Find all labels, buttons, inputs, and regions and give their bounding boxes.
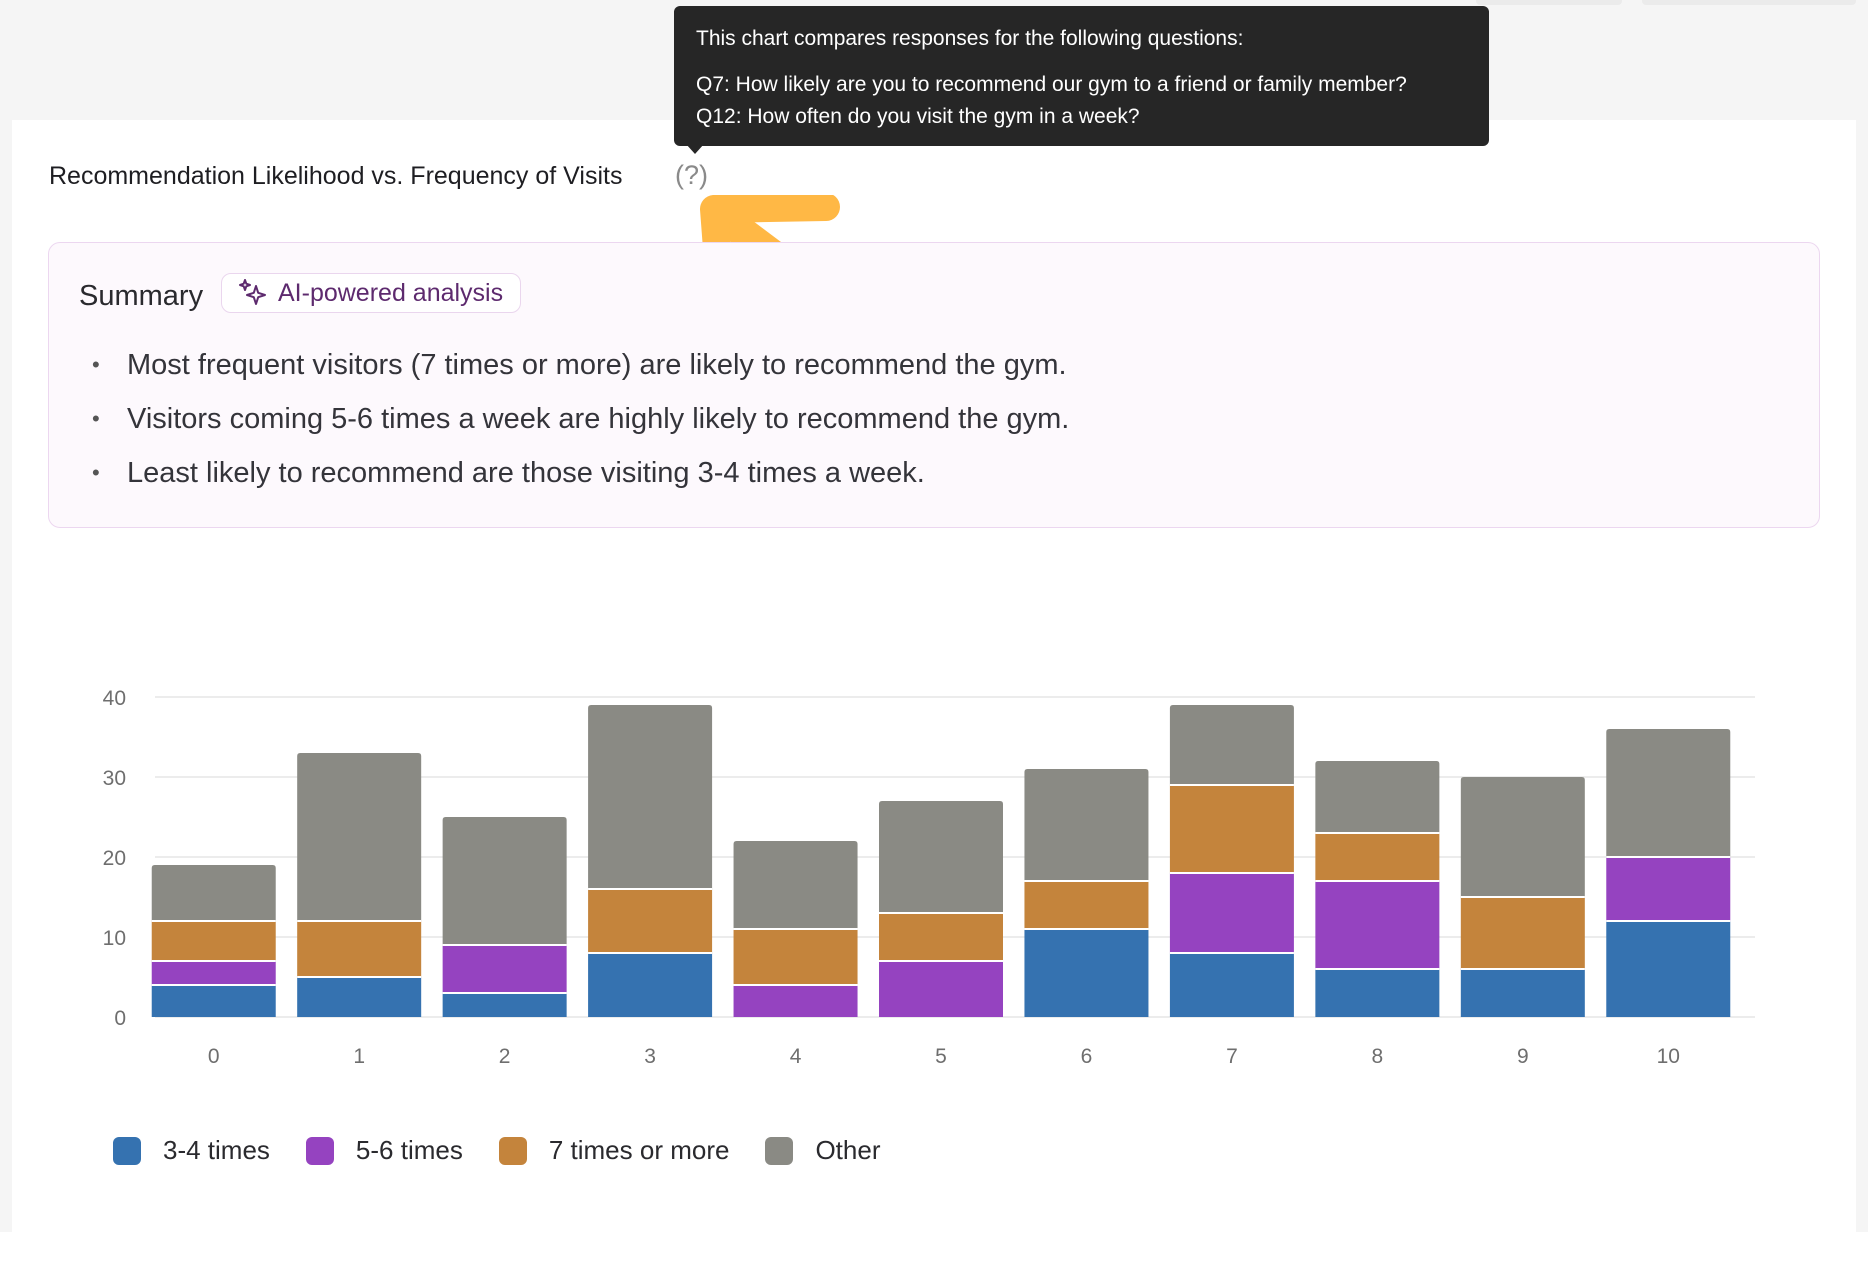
legend-item-3-4-times[interactable]: 3-4 times — [113, 1135, 270, 1166]
stacked-bar-chart: 0 10 20 30 40 0 1 2 3 4 5 6 7 8 9 10 — [103, 687, 1755, 1068]
ai-badge-label: AI-powered analysis — [278, 278, 504, 307]
bar-segment-3-4-times[interactable] — [442, 993, 567, 1017]
x-tick-label: 4 — [790, 1045, 802, 1068]
bar-segment-other[interactable] — [297, 753, 422, 921]
bar-segment-3-4-times[interactable] — [1024, 929, 1149, 1017]
legend-swatch — [113, 1136, 141, 1165]
legend-item-other[interactable]: Other — [765, 1135, 880, 1166]
y-tick-label: 20 — [103, 847, 126, 870]
x-tick-label: 9 — [1517, 1045, 1529, 1068]
sparkle-icon — [239, 279, 266, 305]
bar-segment-5-6-times[interactable] — [1169, 873, 1294, 953]
bar-segment-3-4-times[interactable] — [1606, 921, 1731, 1017]
bar-segment-other[interactable] — [1606, 729, 1731, 857]
bar-segment-3-4-times[interactable] — [1315, 969, 1440, 1017]
tooltip-intro: This chart compares responses for the fo… — [696, 27, 1244, 50]
legend-label: 7 times or more — [548, 1135, 730, 1165]
bar-segment-other[interactable] — [1169, 705, 1294, 785]
bar-segment-5-6-times[interactable] — [1606, 857, 1731, 921]
chart-title: Recommendation Likelihood vs. Frequency … — [49, 162, 623, 190]
bar-segment-other[interactable] — [879, 801, 1003, 913]
summary-bullet: • Least likely to recommend are those vi… — [92, 446, 1069, 500]
summary-bullet-list: • Most frequent visitors (7 times or mor… — [92, 338, 1069, 500]
bar-segment-7-times-or-more[interactable] — [297, 921, 422, 977]
bar-segment-other[interactable] — [733, 841, 858, 929]
x-tick-label: 6 — [1081, 1045, 1093, 1068]
x-tick-label: 10 — [1657, 1045, 1680, 1068]
bar-segment-5-6-times[interactable] — [151, 961, 276, 985]
x-tick-label: 8 — [1372, 1045, 1384, 1068]
bar-segment-3-4-times[interactable] — [297, 977, 422, 1017]
x-tick-label: 7 — [1226, 1045, 1238, 1068]
chart-legend: 3-4 times 5-6 times 7 times or more Other — [113, 1135, 916, 1166]
bullet-dot-icon: • — [92, 460, 100, 485]
bar-segment-other[interactable] — [588, 705, 713, 889]
bullet-dot-icon: • — [92, 406, 100, 431]
summary-bullet: • Visitors coming 5-6 times a week are h… — [92, 392, 1069, 446]
summary-bullet-text: Most frequent visitors (7 times or more)… — [127, 348, 1067, 381]
legend-item-7-times-or-more[interactable]: 7 times or more — [498, 1135, 730, 1166]
y-tick-label: 10 — [103, 927, 126, 950]
bar-segment-5-6-times[interactable] — [1315, 881, 1440, 969]
x-tick-label: 2 — [499, 1045, 511, 1068]
bar-segment-5-6-times[interactable] — [442, 945, 567, 993]
bar-segment-3-4-times[interactable] — [1169, 953, 1294, 1017]
summary-bullet-text: Visitors coming 5-6 times a week are hig… — [127, 402, 1070, 435]
bar-segment-other[interactable] — [1024, 769, 1149, 881]
question-mark-icon[interactable]: (?) — [675, 160, 708, 190]
summary-title: Summary — [79, 280, 204, 312]
page-right-gutter — [1856, 120, 1868, 1232]
bar-segment-7-times-or-more[interactable] — [151, 921, 276, 961]
y-tick-label: 40 — [103, 687, 126, 710]
legend-swatch — [498, 1136, 527, 1165]
bar-segment-5-6-times[interactable] — [733, 985, 858, 1017]
bar-segment-3-4-times[interactable] — [588, 953, 713, 1017]
y-tick-label: 30 — [103, 767, 126, 790]
legend-swatch — [305, 1136, 334, 1165]
header-tab-right-1 — [1476, 0, 1622, 5]
header-tab-right-2 — [1642, 0, 1856, 5]
tooltip-question-12: Q12: How often do you visit the gym in a… — [696, 105, 1140, 128]
x-tick-label: 3 — [644, 1045, 656, 1068]
bar-segment-3-4-times[interactable] — [151, 985, 276, 1017]
x-tick-label: 5 — [935, 1045, 947, 1068]
ai-analysis-badge: AI-powered analysis — [221, 273, 522, 313]
bar-segment-7-times-or-more[interactable] — [879, 913, 1003, 961]
bar-segment-other[interactable] — [442, 817, 567, 945]
summary-bullet: • Most frequent visitors (7 times or mor… — [92, 338, 1069, 392]
tooltip-question-7: Q7: How likely are you to recommend our … — [696, 73, 1407, 96]
summary-bullet-text: Least likely to recommend are those visi… — [127, 456, 925, 489]
bar-segment-other[interactable] — [151, 865, 276, 921]
bar-segment-5-6-times[interactable] — [879, 961, 1003, 1017]
bar-segment-3-4-times[interactable] — [1460, 969, 1585, 1017]
legend-item-5-6-times[interactable]: 5-6 times — [305, 1135, 463, 1166]
bar-segment-7-times-or-more[interactable] — [1169, 785, 1294, 873]
tooltip-caret — [686, 144, 704, 154]
page-left-gutter — [0, 120, 12, 1232]
bar-segment-7-times-or-more[interactable] — [1315, 833, 1440, 881]
legend-label: 5-6 times — [355, 1135, 463, 1165]
bar-segment-other[interactable] — [1315, 761, 1440, 833]
help-tooltip: This chart compares responses for the fo… — [674, 6, 1489, 146]
bar-segment-other[interactable] — [1460, 777, 1585, 897]
bar-segment-7-times-or-more[interactable] — [1024, 881, 1149, 929]
x-tick-label: 1 — [353, 1045, 365, 1068]
bar-segment-7-times-or-more[interactable] — [588, 889, 713, 953]
legend-label: Other — [815, 1135, 881, 1165]
y-tick-label: 0 — [114, 1007, 126, 1030]
legend-label: 3-4 times — [163, 1135, 270, 1165]
bullet-dot-icon: • — [92, 352, 100, 377]
bar-segment-7-times-or-more[interactable] — [1460, 897, 1585, 969]
x-tick-label: 0 — [208, 1045, 220, 1068]
legend-swatch — [765, 1136, 794, 1165]
bar-segment-7-times-or-more[interactable] — [733, 929, 858, 985]
tooltip-spacer — [696, 55, 1489, 69]
